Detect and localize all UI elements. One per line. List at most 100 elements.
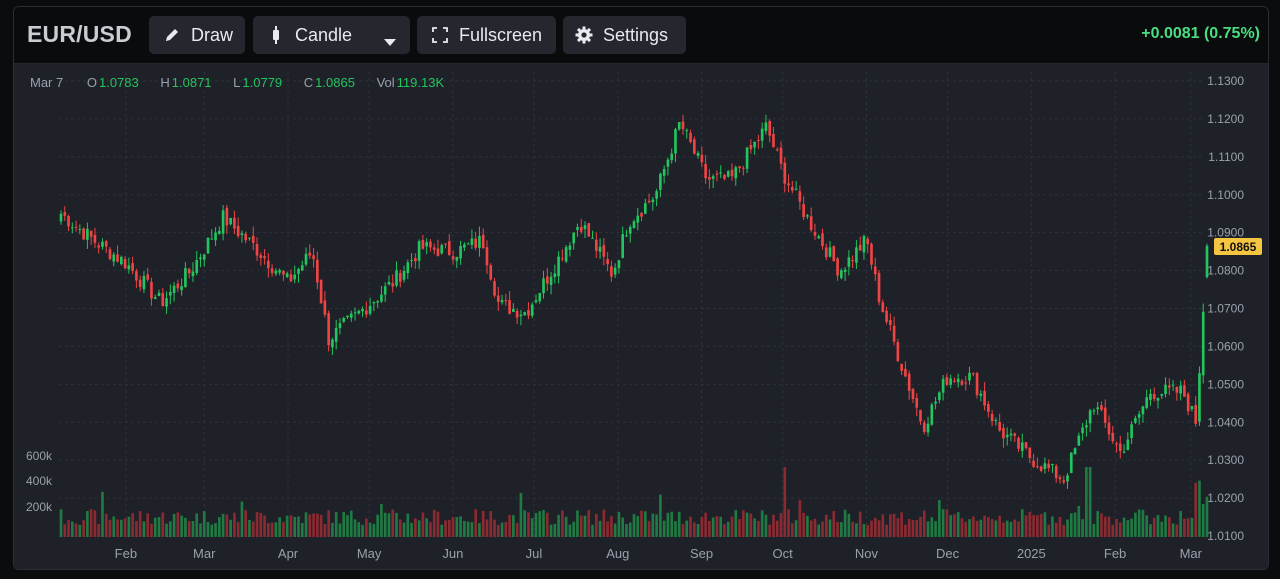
volume-bar	[1156, 515, 1160, 537]
volume-bar	[900, 512, 903, 537]
volume-bar	[451, 517, 455, 537]
volume-bar	[425, 518, 428, 537]
volume-bar	[466, 521, 470, 537]
candle-body	[628, 227, 632, 234]
candle-body	[221, 210, 225, 234]
candle-body	[855, 247, 858, 263]
candle-body	[677, 122, 681, 130]
volume-bar	[1183, 518, 1186, 537]
candle-body	[463, 244, 466, 248]
volume-bar	[402, 522, 406, 537]
volume-bar	[1107, 516, 1111, 537]
candle-body	[214, 232, 217, 241]
settings-button[interactable]: Settings	[563, 16, 686, 54]
candle-body	[1066, 475, 1069, 482]
draw-button[interactable]: Draw	[149, 16, 245, 54]
candle-body	[67, 215, 70, 227]
candle-body	[312, 255, 315, 260]
candle-body	[274, 270, 278, 274]
candle-body	[225, 207, 229, 226]
volume-bar	[791, 523, 794, 537]
candle-body	[202, 254, 206, 260]
volume-bar	[960, 518, 964, 537]
legend-date: Mar 7	[30, 75, 64, 90]
volume-bar	[1058, 516, 1062, 537]
volume-bar	[813, 518, 817, 537]
candle-body	[745, 147, 749, 169]
volume-bar	[787, 509, 790, 537]
volume-bar	[655, 514, 658, 537]
volume-bar	[975, 520, 979, 537]
candle-body	[512, 308, 515, 312]
candle-body	[63, 212, 67, 216]
volume-bar	[768, 524, 772, 537]
volume-bar	[873, 517, 877, 537]
volume-bar	[86, 511, 89, 537]
candle-body	[632, 221, 636, 229]
candle-body	[1190, 406, 1194, 410]
volume-bar	[862, 524, 866, 537]
volume-bar	[395, 512, 398, 537]
legend-open-key: O	[86, 75, 97, 90]
volume-bar	[851, 521, 854, 537]
volume-bar	[372, 523, 376, 537]
volume-bar	[161, 512, 165, 537]
candle-body	[1111, 432, 1115, 442]
candle-body	[726, 171, 730, 177]
candle-body	[1036, 466, 1039, 468]
candle-body	[1122, 451, 1126, 453]
candle-body	[123, 259, 127, 269]
volume-bar	[606, 521, 609, 537]
volume-bar	[613, 523, 617, 537]
price-chart[interactable]: 1.1300 1.1200 1.1100 1.1000 1.0900 1.0800 1.07…	[14, 64, 1268, 569]
volume-bar	[210, 524, 214, 537]
last-price-tag	[1214, 237, 1262, 255]
volume-bar	[274, 522, 278, 537]
candle-body	[1047, 463, 1050, 469]
candle-body	[440, 245, 444, 254]
candle-body	[576, 227, 579, 230]
volume-bar	[285, 515, 289, 537]
volume-bar	[617, 511, 621, 537]
volume-bar	[410, 522, 413, 537]
candle-body	[1198, 373, 1201, 422]
chart-panel[interactable]: 1.1300 1.1200 1.1100 1.1000 1.0900 1.0800 1.07…	[14, 64, 1268, 569]
volume-bar	[206, 522, 210, 537]
volume-bar	[591, 524, 594, 537]
legend-close: 1.0865	[315, 75, 355, 90]
price-tick-label: 1.1200	[1207, 112, 1244, 126]
volume-bar	[421, 512, 425, 537]
volume-bar	[636, 516, 640, 537]
candle-body	[421, 240, 425, 249]
volume-bar	[1198, 480, 1201, 537]
price-tick-label: 1.1300	[1207, 74, 1244, 88]
candle-body	[74, 226, 78, 228]
candle-body	[926, 423, 930, 433]
chart-type-dropdown[interactable]: Candle	[253, 16, 410, 54]
volume-bar	[1194, 482, 1198, 537]
volume-bar	[67, 520, 70, 537]
volume-bar	[542, 510, 545, 537]
volume-bar	[417, 520, 421, 537]
candle-body	[866, 238, 870, 245]
fullscreen-button[interactable]: Fullscreen	[417, 16, 556, 54]
candle-body	[922, 422, 926, 432]
volume-bar	[806, 515, 809, 537]
candle-body	[1024, 442, 1028, 449]
volume-bar	[316, 513, 319, 537]
volume-bar	[346, 515, 349, 537]
candle-body	[764, 122, 768, 132]
candle-body	[153, 297, 157, 300]
volume-bar	[225, 514, 229, 537]
candle-body	[836, 258, 839, 276]
candle-body	[564, 247, 568, 262]
candle-body	[681, 121, 685, 130]
time-tick-label: Jun	[442, 546, 463, 561]
volume-bar	[945, 509, 949, 537]
candle-body	[466, 243, 470, 245]
candle-body	[640, 212, 643, 217]
candle-body	[402, 270, 406, 280]
volume-bar	[489, 511, 493, 537]
volume-bar	[824, 514, 828, 537]
candle-body	[851, 259, 854, 261]
